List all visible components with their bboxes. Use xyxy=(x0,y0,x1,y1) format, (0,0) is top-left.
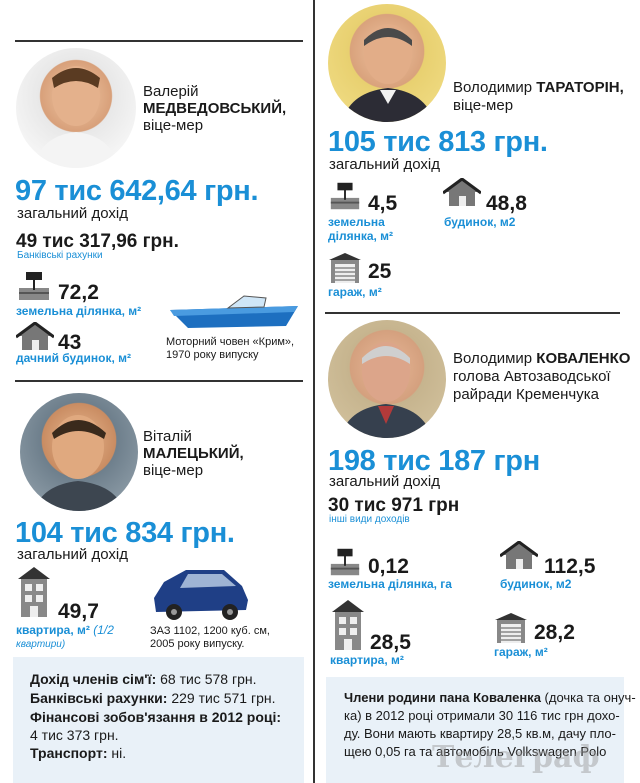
person2-apt-note: (1/2 xyxy=(93,623,114,637)
person1-first-name: Валерій xyxy=(143,83,199,100)
person4-garage-label: гараж, м² xyxy=(494,645,548,659)
person2-apt-value: 49,7 xyxy=(58,600,99,623)
family-bank-value: 229 тис 571 грн. xyxy=(167,690,276,706)
person4-income: 198 тис 187 грн xyxy=(328,445,540,477)
apartment-building-icon xyxy=(18,567,50,617)
person4-role-line1: голова Автозаводської xyxy=(453,368,611,385)
person3-house-value: 48,8 xyxy=(486,192,527,215)
person4-land-label: земельна ділянка, га xyxy=(328,577,452,591)
family-obligations-value: 4 тис 373 грн. xyxy=(30,727,119,743)
portrait-taratorin xyxy=(328,4,446,122)
land-plot-icon xyxy=(19,272,49,300)
house-icon xyxy=(443,178,481,206)
family-obligations-label: Фінансові зобов'язання в 2012 році: xyxy=(30,709,282,725)
family-info-box-maletsky: Дохід членів сім'ї: 68 тис 578 грн. Банк… xyxy=(13,657,304,783)
person-silhouette-icon xyxy=(340,342,432,438)
person3-garage-label: гараж, м² xyxy=(328,285,382,299)
kovalenko-family-line4: щею 0,05 га та автомобіль Volkswagen Pol… xyxy=(344,744,607,759)
family-income-label: Дохід членів сім'ї: xyxy=(30,671,157,687)
person4-role-line2: райради Кременчука xyxy=(453,386,599,403)
section-divider xyxy=(15,40,303,42)
column-divider xyxy=(313,0,315,783)
person3-land-label-2: ділянка, м² xyxy=(328,229,394,243)
motor-boat-icon xyxy=(170,295,298,328)
person4-first-name: Володимир xyxy=(453,350,533,367)
person-silhouette-icon xyxy=(34,415,124,511)
person4-house-label: будинок, м2 xyxy=(500,577,572,591)
kovalenko-family-line1: (дочка та онуч- xyxy=(540,690,636,705)
person3-last-name: ТАРАТОРІН, xyxy=(536,79,624,96)
person3-role: віце-мер xyxy=(453,97,514,114)
car-caption-line2: 2005 року випуску. xyxy=(150,638,245,650)
person4-land-value: 0,12 xyxy=(368,555,409,578)
person3-income: 105 тис 813 грн. xyxy=(328,126,548,158)
garage-icon xyxy=(495,613,527,643)
person1-land-label: земельна ділянка, м² xyxy=(16,304,142,318)
person4-last-name: КОВАЛЕНКО xyxy=(536,350,631,367)
person2-income-label: загальний дохід xyxy=(17,546,128,563)
family-info-box-kovalenko: Члени родини пана Коваленка (дочка та он… xyxy=(326,677,636,783)
person4-house-value: 112,5 xyxy=(544,555,596,578)
person3-house-label: будинок, м2 xyxy=(444,215,516,229)
person3-land-value: 4,5 xyxy=(368,192,398,215)
person1-role: віце-мер xyxy=(143,117,204,134)
person2-first-name: Віталій xyxy=(143,428,192,445)
person3-land-label-1: земельна xyxy=(328,215,385,229)
person2-apt-note2: квартири) xyxy=(16,639,66,650)
family-income-value: 68 тис 578 грн. xyxy=(156,671,257,687)
person-silhouette-icon xyxy=(34,66,118,168)
kovalenko-family-heading: Члени родини пана Коваленка xyxy=(344,690,541,705)
person4-income-label: загальний дохід xyxy=(329,473,440,490)
boat-caption-line1: Моторний човен «Крим», xyxy=(166,336,295,348)
section-divider xyxy=(15,380,303,382)
garage-icon xyxy=(329,253,361,283)
person1-income-label: загальний дохід xyxy=(17,205,128,222)
person4-apt-value: 28,5 xyxy=(370,631,411,654)
land-plot-icon xyxy=(330,548,360,576)
apartment-building-icon xyxy=(332,600,364,650)
car-caption-line1: ЗАЗ 1102, 1200 куб. см, xyxy=(150,625,270,637)
person-silhouette-icon xyxy=(342,24,434,122)
land-plot-icon xyxy=(330,182,360,210)
person1-land-value: 72,2 xyxy=(58,281,99,304)
family-transport-label: Транспорт: xyxy=(30,745,108,761)
family-bank-label: Банківські рахунки: xyxy=(30,690,168,706)
person3-income-label: загальний дохід xyxy=(329,156,440,173)
portrait-maletsky xyxy=(20,393,138,511)
section-divider xyxy=(325,312,620,314)
person1-bank: 49 тис 317,96 грн. xyxy=(16,231,179,252)
person2-income: 104 тис 834 грн. xyxy=(15,517,235,549)
watermark-logo: Телеграф xyxy=(432,740,600,775)
person2-last-name: МАЛЕЦЬКИЙ, xyxy=(143,445,244,462)
person3-garage-value: 25 xyxy=(368,260,392,283)
person2-role: віце-мер xyxy=(143,462,204,479)
family-transport-value: ні. xyxy=(107,745,127,761)
person1-house-label: дачний будинок, м² xyxy=(16,351,132,365)
boat-caption-line2: 1970 року випуску xyxy=(166,349,259,361)
person4-other-income: 30 тис 971 грн xyxy=(328,495,460,516)
person1-bank-label: Банківські рахунки xyxy=(17,250,103,261)
person3-first-name: Володимир xyxy=(453,79,533,96)
portrait-medvedovsky xyxy=(16,48,136,168)
person1-last-name: МЕДВЕДОВСЬКИЙ, xyxy=(143,100,287,117)
portrait-kovalenko xyxy=(328,320,446,438)
kovalenko-family-line2: ка) в 2012 році отримали 30 116 тис грн … xyxy=(344,708,620,723)
person4-apt-label: квартира, м² xyxy=(330,653,404,667)
person4-other-income-label: інші види доходів xyxy=(329,514,410,525)
person1-house-value: 43 xyxy=(58,331,82,354)
car-zaz-icon xyxy=(154,570,248,620)
person4-garage-value: 28,2 xyxy=(534,621,575,644)
house-icon xyxy=(500,541,538,569)
person1-income: 97 тис 642,64 грн. xyxy=(15,175,259,207)
person2-apt-label: квартира, м² xyxy=(16,623,90,637)
kovalenko-family-line3: ду. Вони мають квартиру 28,5 кв.м, дачу … xyxy=(344,726,616,741)
house-icon xyxy=(16,322,54,350)
